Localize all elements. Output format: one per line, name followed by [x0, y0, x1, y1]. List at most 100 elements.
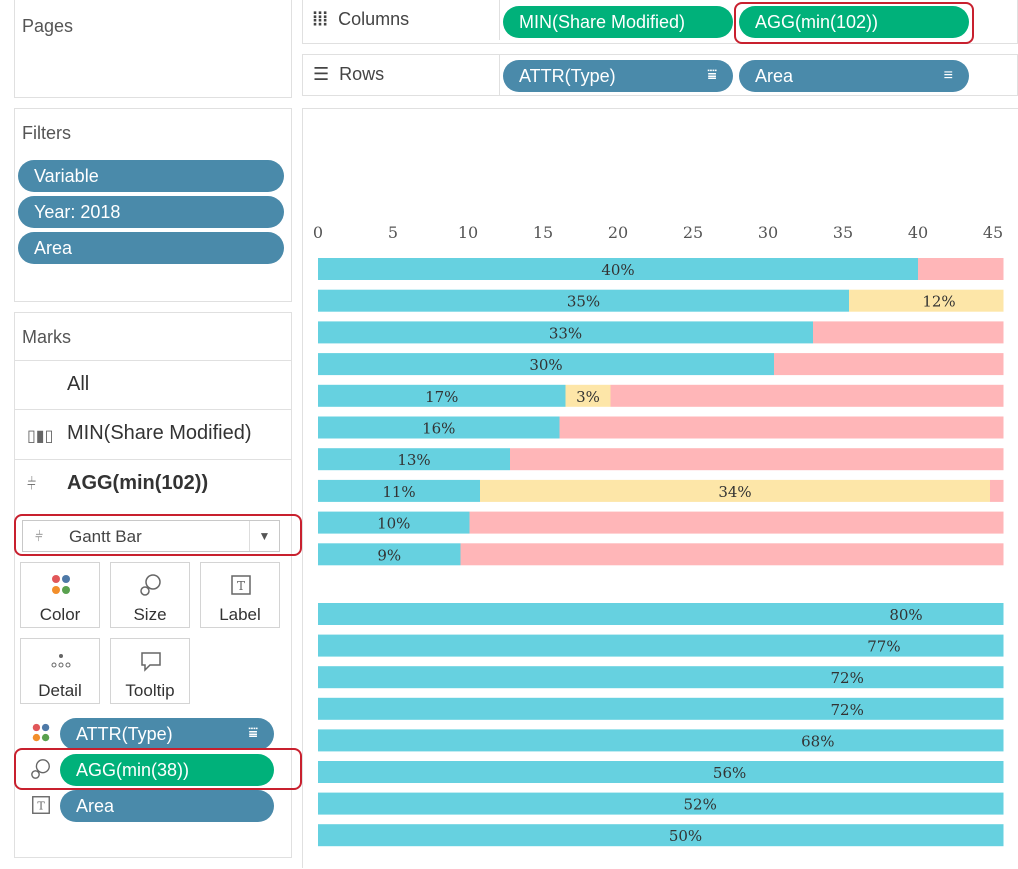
mark-type-dropdown[interactable]: ⫩ Gantt Bar ▼ — [22, 520, 280, 552]
gantt-icon: ⫩ — [27, 476, 37, 493]
bar-segment-teal — [318, 824, 1004, 847]
bar-segment-yellow — [565, 384, 611, 407]
size-button-label: Size — [133, 605, 167, 624]
filter-pill-variable[interactable]: Variable — [18, 160, 284, 192]
highlight-size-pill — [14, 748, 302, 790]
rows-icon: ☰ — [313, 64, 330, 84]
bar-segment-teal — [318, 729, 1004, 752]
sort-ascending-icon[interactable]: ⩸ — [248, 725, 258, 742]
bar-segment-pink — [918, 258, 1004, 280]
bar-data-label: 80% — [889, 606, 922, 624]
x-tick-label: 25 — [683, 223, 703, 242]
columns-shelf-text: Columns — [338, 9, 410, 29]
bar-segment-pink — [774, 353, 1004, 376]
rows-shelf-text: Rows — [339, 64, 385, 84]
detail-button-label: Detail — [38, 681, 82, 700]
bar-segment-teal — [318, 603, 1004, 625]
size-icon — [31, 759, 50, 779]
svg-text:T: T — [237, 579, 245, 593]
bar-data-label: 10% — [377, 515, 410, 533]
bar-data-label: 34% — [718, 483, 751, 501]
view-area: 0 5 10 15 20 25 30 35 40 45 40% 12% 35% 33% 30% 3% 17% 16… — [302, 108, 1018, 868]
color-button-label: Color — [39, 605, 81, 624]
highlight-mark-type — [14, 514, 302, 556]
marks-tab-all[interactable]: All — [15, 360, 291, 410]
bar-data-label: 30% — [529, 356, 562, 374]
bar-data-label: 68% — [801, 732, 834, 750]
label-button-label: Label — [219, 605, 261, 624]
x-tick-label: 35 — [833, 223, 853, 242]
size-button[interactable]: Size — [110, 562, 190, 628]
x-tick-label: 30 — [758, 223, 778, 242]
tooltip-button-label: Tooltip — [125, 681, 175, 700]
columns-pill-agg[interactable]: AGG(min(102)) — [739, 6, 969, 38]
bar-segment-teal — [318, 384, 566, 407]
filter-pill-year[interactable]: Year: 2018 — [18, 196, 284, 228]
bar-data-label: 16% — [422, 420, 455, 438]
bar-data-label: 50% — [669, 827, 702, 845]
bar-segment-teal — [318, 289, 849, 312]
columns-pill-min-share[interactable]: MIN(Share Modified) — [503, 6, 733, 38]
rows-shelf-label: ☰ Rows — [313, 64, 384, 85]
bar-data-label: 3% — [576, 388, 600, 406]
marks-tab-min-share[interactable]: ▯▮▯ MIN(Share Modified) — [15, 410, 291, 460]
rows-pill-area[interactable]: Area ≡ — [739, 60, 969, 92]
marks-tab-min-share-label: MIN(Share Modified) — [67, 422, 252, 444]
rows-shelf[interactable]: ☰ Rows — [302, 54, 1018, 96]
columns-icon: ⦙⦙⦙ — [313, 9, 329, 29]
gantt-icon: ⫩ — [35, 528, 44, 544]
bar-segment-teal — [318, 448, 510, 471]
rows-pill-type-label: ATTR(Type) — [519, 66, 616, 86]
pages-card: Pages — [14, 0, 292, 98]
x-tick-label: 5 — [388, 223, 398, 242]
bar-data-label: 40% — [601, 261, 634, 279]
svg-text:T: T — [37, 800, 45, 813]
marks-title: Marks — [22, 327, 71, 347]
detail-button[interactable]: Detail — [20, 638, 100, 704]
size-shelf-pill[interactable]: AGG(min(38)) — [60, 754, 274, 786]
bar-segment-teal — [318, 666, 1004, 689]
bar-data-label: 77% — [867, 638, 900, 656]
tooltip-button[interactable]: Tooltip — [110, 638, 190, 704]
bar-segment-yellow — [480, 479, 990, 502]
bar-data-label: 12% — [922, 293, 955, 311]
label-button[interactable]: T Label — [200, 562, 280, 628]
label-icon: T — [231, 575, 251, 595]
x-tick-label: 10 — [458, 223, 478, 242]
rows-pill-type[interactable]: ATTR(Type) ⩸ — [503, 60, 733, 92]
marks-tab-agg[interactable]: ⫩ AGG(min(102)) — [15, 460, 291, 510]
bar-data-label: 9% — [377, 546, 401, 564]
mark-type-label: Gantt Bar — [69, 527, 142, 546]
bar-segment-pink — [559, 416, 1004, 439]
marks-tab-all-label: All — [67, 373, 90, 395]
bar-segment-pink — [469, 511, 1004, 534]
color-icon — [32, 723, 50, 742]
sort-ascending-icon[interactable]: ⩸ — [707, 67, 717, 84]
sort-descending-icon[interactable]: ≡ — [943, 67, 953, 84]
bar-segment-pink — [460, 543, 1004, 566]
bar-segment-teal — [318, 792, 1004, 815]
bar-segment-teal — [318, 761, 1004, 783]
filter-pill-area[interactable]: Area — [18, 232, 284, 264]
gantt-chart: 0 5 10 15 20 25 30 35 40 45 40% 12% 35% 33% 30% 3% 17% 16… — [313, 223, 1004, 847]
rows-divider — [499, 55, 500, 95]
detail-icon — [51, 654, 71, 668]
rows-pill-area-label: Area — [755, 66, 794, 86]
x-tick-label: 45 — [983, 223, 1003, 242]
bar-segment-pink — [990, 479, 1004, 502]
bar-segment-yellow — [849, 289, 1004, 312]
label-shelf-pill[interactable]: Area — [60, 790, 274, 822]
color-shelf-pill[interactable]: ATTR(Type) ⩸ — [60, 718, 274, 750]
bar-segment-teal — [318, 353, 774, 376]
bar-data-label: 72% — [831, 669, 864, 687]
bar-segment-teal — [318, 321, 813, 344]
bar-data-label: 52% — [684, 796, 717, 814]
bar-data-label: 11% — [382, 483, 415, 501]
chevron-down-icon[interactable]: ▼ — [249, 521, 279, 551]
bar-data-label: 33% — [549, 324, 582, 342]
pages-title: Pages — [22, 16, 74, 36]
bar-segment-teal — [318, 543, 461, 566]
color-button[interactable]: Color — [20, 562, 100, 628]
bar-data-label: 35% — [567, 293, 600, 311]
bar-data-label: 17% — [425, 388, 458, 406]
